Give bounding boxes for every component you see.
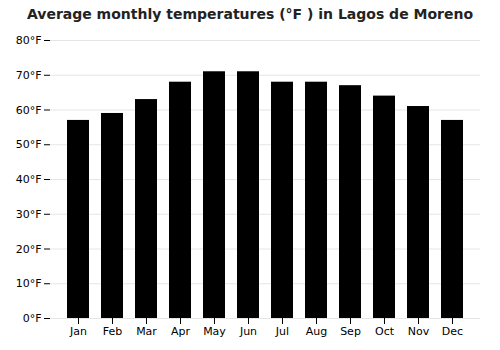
svg-text:Mar: Mar — [136, 325, 157, 338]
svg-text:50°F: 50°F — [16, 138, 42, 151]
svg-text:Apr: Apr — [171, 325, 191, 338]
svg-text:20°F: 20°F — [16, 243, 42, 256]
svg-text:Aug: Aug — [306, 325, 327, 338]
svg-text:Jan: Jan — [69, 325, 87, 338]
svg-text:Oct: Oct — [375, 325, 395, 338]
svg-text:40°F: 40°F — [16, 173, 42, 186]
svg-text:Sep: Sep — [340, 325, 361, 338]
svg-text:May: May — [203, 325, 226, 338]
svg-text:70°F: 70°F — [16, 69, 42, 82]
svg-text:Jul: Jul — [275, 325, 289, 338]
svg-text:10°F: 10°F — [16, 277, 42, 290]
svg-text:30°F: 30°F — [16, 208, 42, 221]
svg-text:60°F: 60°F — [16, 104, 42, 117]
svg-text:Feb: Feb — [103, 325, 122, 338]
svg-text:0°F: 0°F — [23, 312, 42, 325]
svg-text:Nov: Nov — [408, 325, 430, 338]
html-text:Average monthly temperatures (: Average monthly temperatures (°F ) in La… — [26, 6, 474, 22]
svg-text:Dec: Dec — [442, 325, 463, 338]
svg-text:Jun: Jun — [239, 325, 257, 338]
svg-text:80°F: 80°F — [16, 34, 42, 47]
